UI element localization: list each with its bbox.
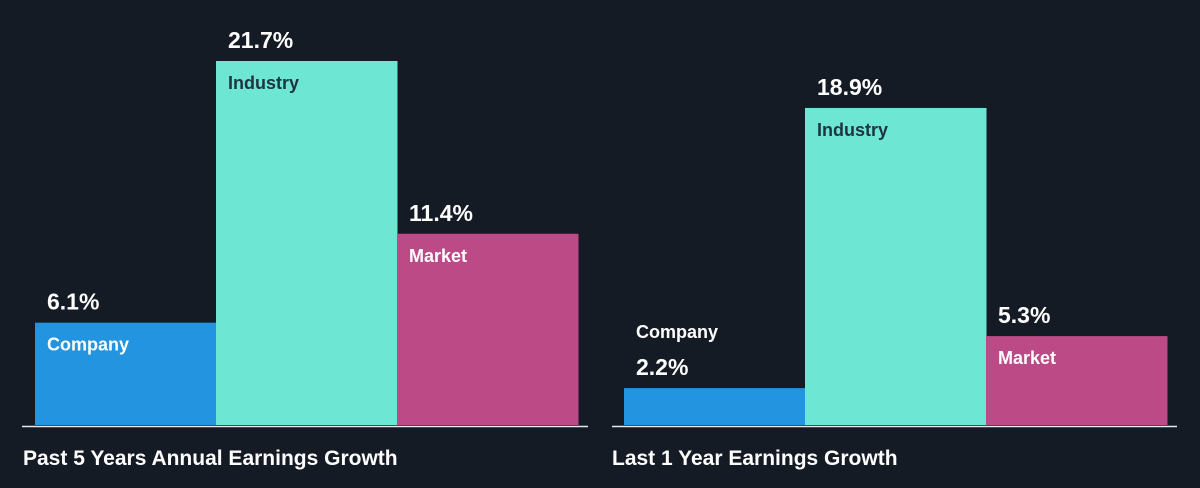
chart-title: Last 1 Year Earnings Growth <box>612 447 898 470</box>
chart-title: Past 5 Years Annual Earnings Growth <box>23 447 398 470</box>
bar-company <box>35 322 217 425</box>
bar-label-market: Market <box>998 348 1056 368</box>
value-label-industry: 18.9% <box>817 74 882 100</box>
bar-market <box>986 336 1168 425</box>
bar-label-industry: Industry <box>817 120 888 140</box>
value-label-market: 11.4% <box>409 200 473 226</box>
bar-industry <box>216 61 398 425</box>
chart-panel-2: Company 2.2% Industry 18.9% Market 5.3% Last 1… <box>612 74 1177 470</box>
bar-label-company: Company <box>636 322 718 342</box>
chart-panel-1: Company 6.1% Industry 21.7% Market 11.4% Past … <box>22 27 588 470</box>
bar-label-industry: Industry <box>228 73 299 93</box>
bar-market <box>397 233 579 425</box>
bar-label-market: Market <box>409 246 467 266</box>
bar-industry <box>805 107 987 425</box>
value-label-industry: 21.7% <box>228 27 293 53</box>
value-label-company: 6.1% <box>47 289 99 315</box>
value-label-company: 2.2% <box>636 354 688 380</box>
bar-company <box>624 388 806 425</box>
value-label-market: 5.3% <box>998 302 1050 328</box>
bar-label-company: Company <box>47 335 129 355</box>
